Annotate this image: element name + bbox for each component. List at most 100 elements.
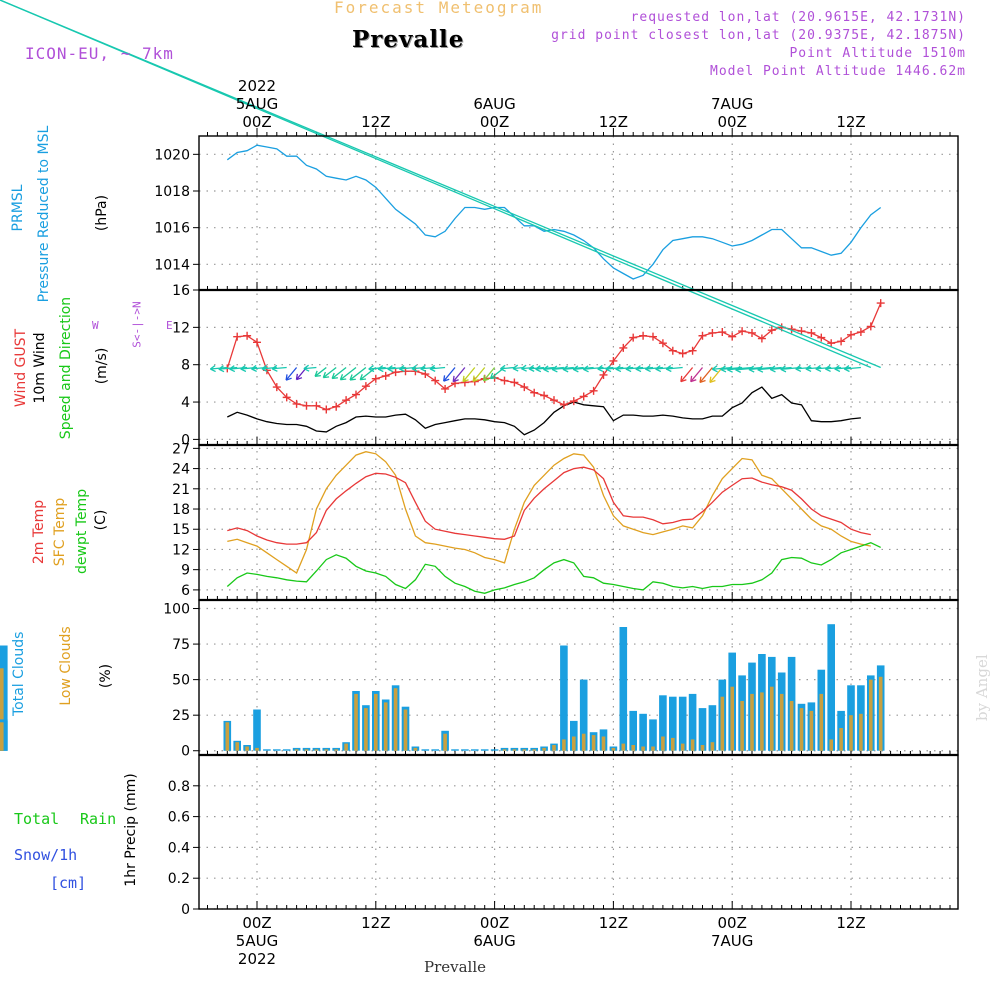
low-cloud-bar bbox=[314, 749, 319, 751]
wind-direction-arrow bbox=[349, 366, 367, 381]
time-label: 12Z bbox=[336, 113, 416, 131]
wind-arrow-head bbox=[285, 374, 292, 381]
gust-marker bbox=[599, 370, 608, 379]
gust-marker bbox=[243, 331, 252, 340]
wind-arrow-head bbox=[261, 364, 268, 372]
time-label-line: 00Z bbox=[717, 113, 747, 131]
gust-marker bbox=[371, 374, 380, 383]
wind-arrow-head bbox=[711, 365, 718, 373]
total-cloud-bar bbox=[273, 749, 281, 751]
temp-ytick-label: 24 bbox=[172, 462, 190, 478]
wind-arrow-shaft bbox=[680, 367, 694, 383]
wind-direction-arrow bbox=[551, 365, 574, 373]
wind-arrow-shaft bbox=[521, 366, 535, 370]
low-cloud-bar bbox=[344, 743, 348, 751]
wind-direction-arrow bbox=[757, 365, 782, 373]
low-cloud-bar bbox=[364, 708, 368, 751]
wind-direction-arrow bbox=[805, 364, 822, 372]
clouds-ytick-label: 100 bbox=[163, 602, 190, 618]
wind-arrow-shaft bbox=[387, 366, 406, 370]
temp-dewpt-label: dewpt Temp bbox=[74, 488, 90, 574]
low-cloud-bar bbox=[819, 693, 824, 751]
wind-direction-arrow bbox=[482, 367, 496, 382]
gust-marker bbox=[866, 322, 875, 331]
wind-arrow-head bbox=[322, 371, 330, 379]
time-label-line: 5AUG bbox=[235, 95, 279, 113]
wind-10m-line bbox=[227, 386, 861, 436]
dewpt-temp-line bbox=[226, 541, 881, 594]
pressure-ytick-label: 1018 bbox=[154, 184, 190, 200]
low-cloud-bar bbox=[611, 747, 616, 751]
low-cloud-bar bbox=[641, 746, 645, 751]
wind-arrow-shaft bbox=[690, 367, 704, 383]
low-cloud-bar bbox=[383, 702, 388, 751]
gust-marker bbox=[708, 328, 717, 337]
wind-direction-arrow bbox=[726, 365, 753, 373]
time-label: 6AUG 00Z bbox=[455, 95, 535, 131]
wind-arrow-shaft bbox=[825, 366, 842, 370]
low-cloud-bar bbox=[0, 668, 4, 751]
precip-total-label: Total bbox=[14, 810, 60, 828]
low-cloud-bar bbox=[601, 736, 606, 751]
total-cloud-bar bbox=[688, 693, 697, 751]
low-cloud-bar bbox=[799, 708, 804, 751]
precip-ytick-label: 0.2 bbox=[168, 871, 190, 887]
total-cloud-bar bbox=[253, 709, 261, 751]
gust-marker bbox=[639, 331, 648, 340]
gust-marker bbox=[569, 397, 578, 406]
requested-coords: requested lon,lat (20.9615E, 42.1731N) bbox=[630, 10, 966, 25]
gust-marker bbox=[579, 392, 588, 401]
clouds-ytick-label: 25 bbox=[172, 708, 190, 724]
low-cloud-bar bbox=[512, 749, 517, 751]
wind-arrow-head bbox=[769, 365, 776, 373]
wind-arrow-head bbox=[551, 365, 558, 373]
wind-arrow-shaft bbox=[727, 366, 753, 371]
gust-marker bbox=[698, 331, 707, 340]
wind-gust-line bbox=[226, 302, 882, 411]
wind-arrow-shaft bbox=[665, 366, 683, 370]
wind-direction-arrow bbox=[271, 364, 287, 372]
low-cloud-bar bbox=[789, 701, 794, 751]
gust-marker bbox=[391, 368, 400, 377]
low-cloud-bar bbox=[859, 713, 863, 751]
wind-arrow-head bbox=[429, 364, 436, 372]
total-cloud-bar bbox=[263, 749, 271, 751]
gust-marker bbox=[757, 334, 766, 343]
temp-ytick-label: 9 bbox=[181, 563, 190, 579]
time-label-line: 12Z bbox=[598, 914, 629, 932]
wind-direction-arrow bbox=[834, 364, 852, 373]
wind-arrow-head bbox=[572, 365, 579, 373]
wind-arrow-shaft bbox=[472, 367, 486, 382]
gust-marker bbox=[302, 401, 311, 410]
low-cloud-bar bbox=[740, 701, 744, 751]
gust-marker bbox=[272, 383, 281, 392]
2m-temp-line bbox=[227, 466, 871, 545]
wind-arrow-head bbox=[377, 365, 384, 373]
low-cloud-bar bbox=[413, 747, 418, 751]
wind-arrow-head bbox=[398, 364, 405, 373]
wind-arrow-shaft bbox=[699, 367, 713, 383]
wind-arrow-shaft bbox=[735, 366, 762, 371]
gust-marker bbox=[688, 346, 697, 355]
wind-arrow-shaft bbox=[552, 366, 574, 371]
wind-direction-arrow bbox=[387, 365, 406, 373]
temp-ytick-label: 6 bbox=[181, 583, 190, 599]
pressure-panel-frame bbox=[198, 135, 959, 291]
gust-marker bbox=[827, 339, 836, 348]
temp-ytick-label: 27 bbox=[172, 441, 190, 457]
low-cloud-bar bbox=[710, 742, 715, 751]
time-label: 00Z 7AUG bbox=[692, 914, 772, 950]
wind-arrow-shaft bbox=[0, 0, 881, 369]
wind-arrow-head bbox=[562, 365, 569, 373]
low-cloud-bar bbox=[294, 749, 299, 751]
wind-arrow-shaft bbox=[597, 366, 614, 370]
wind-arrow-head bbox=[251, 364, 257, 372]
low-cloud-bar bbox=[245, 746, 249, 751]
low-cloud-bar bbox=[651, 746, 655, 751]
low-cloud-bar bbox=[631, 745, 635, 751]
wind-arrow-shaft bbox=[314, 366, 327, 377]
gust-marker bbox=[609, 356, 618, 365]
wind-arrow-head bbox=[368, 365, 375, 373]
low-cloud-bar bbox=[324, 749, 329, 751]
precip-ytick-label: 0 bbox=[181, 902, 190, 918]
